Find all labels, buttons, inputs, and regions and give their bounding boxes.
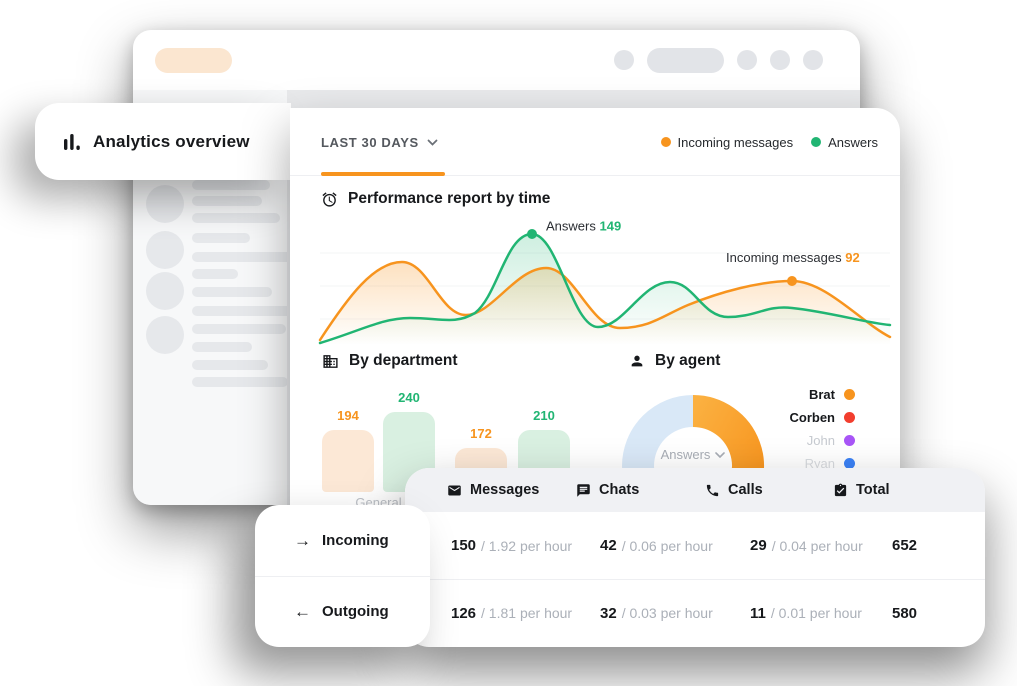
skeleton-line: [192, 324, 286, 334]
skeleton-line: [192, 180, 270, 190]
chevron-down-icon: [715, 451, 726, 458]
person-icon: [629, 353, 645, 369]
chevron-down-icon: [427, 139, 438, 146]
header-icon-placeholder: [737, 50, 757, 70]
blue-dot-icon: [844, 458, 855, 469]
purple-dot-icon: [844, 435, 855, 446]
cell-messages: 150/ 1.92 per hour: [451, 537, 573, 554]
cell-calls: 11/ 0.01 per hour: [750, 604, 862, 622]
column-total: Total: [833, 468, 890, 512]
skeleton-avatar: [146, 316, 184, 354]
tab-last-30-days[interactable]: LAST 30 DAYS: [321, 108, 438, 176]
cell-messages: 126/ 1.81 per hour: [451, 604, 573, 622]
skeleton-line: [192, 287, 272, 297]
bar-chart-icon: [63, 132, 82, 151]
tab-bar: LAST 30 DAYS Incoming messages Answers: [290, 108, 900, 176]
orange-dot-icon: [844, 389, 855, 400]
header-icon-placeholder: [803, 50, 823, 70]
green-dot-icon: [811, 137, 822, 147]
bar-value: 194: [337, 408, 359, 423]
analytics-panel: LAST 30 DAYS Incoming messages Answers: [290, 108, 900, 538]
table-row-incoming: 150/ 1.92 per hour 42/ 0.06 per hour 29/…: [405, 512, 985, 579]
arrow-right-icon: →: [294, 531, 311, 550]
cell-chats: 32/ 0.03 per hour: [600, 604, 713, 622]
skeleton-line: [192, 233, 250, 243]
skeleton-avatar: [146, 231, 184, 269]
skeleton-line: [192, 213, 280, 223]
dropdown-label: Answers: [660, 447, 711, 462]
arrow-left-icon: ←: [294, 602, 311, 621]
browser-header: [133, 30, 860, 90]
chart-legend: Incoming messages Answers: [660, 108, 878, 176]
department-section-title: By department: [322, 352, 458, 370]
legend-label: Incoming messages: [677, 134, 794, 150]
row-label-incoming: → Incoming: [294, 531, 389, 550]
active-tab-indicator: [321, 172, 445, 176]
clipboard-check-icon: [833, 483, 848, 498]
agent-legend-item[interactable]: Corben: [790, 408, 855, 427]
cell-calls: 29/ 0.04 per hour: [750, 537, 863, 554]
skeleton-line: [192, 377, 287, 387]
envelope-icon: [447, 483, 462, 498]
section-title-text: By agent: [655, 352, 721, 369]
incoming-peak-annotation: Incoming messages 92: [726, 250, 860, 265]
table-row-labels-panel: → Incoming ← Outgoing: [255, 505, 430, 647]
orange-dot-icon: [660, 137, 671, 147]
skeleton-line: [192, 360, 268, 370]
alarm-clock-icon: [321, 191, 338, 208]
skeleton-line: [192, 252, 287, 262]
agent-section-title: By agent: [629, 352, 720, 370]
building-icon: [322, 353, 339, 370]
incoming-peak-point: [787, 276, 797, 286]
bar-value: 240: [398, 390, 420, 405]
skeleton-line: [192, 342, 252, 352]
answers-peak-annotation: Answers 149: [546, 218, 622, 234]
phone-icon: [705, 483, 720, 498]
cell-total: 652: [892, 537, 918, 554]
cell-total: 580: [892, 604, 918, 622]
row-label-outgoing: ← Outgoing: [294, 602, 389, 621]
cell-chats: 42/ 0.06 per hour: [600, 537, 713, 554]
header-pill-placeholder: [647, 47, 724, 73]
answers-peak-point: [527, 229, 537, 239]
table-row-outgoing: 126/ 1.81 per hour 32/ 0.03 per hour 11/…: [405, 579, 985, 646]
tab-label: LAST 30 DAYS: [321, 134, 419, 150]
chat-icon: [576, 483, 591, 498]
bar-value: 172: [470, 426, 492, 441]
header-avatar-placeholder: [614, 50, 634, 70]
page-title: Analytics overview: [93, 131, 250, 151]
bar-incoming-general: [322, 430, 374, 492]
skeleton-line: [192, 196, 262, 206]
stats-table: Messages Chats Calls Total: [405, 468, 985, 647]
header-icon-placeholder: [770, 50, 790, 70]
answers-dropdown[interactable]: Answers: [633, 447, 753, 462]
bar-value: 210: [533, 408, 555, 423]
agent-legend-item[interactable]: John: [790, 431, 855, 450]
analytics-header: Analytics overview: [35, 103, 291, 180]
legend-incoming-messages[interactable]: Incoming messages: [660, 134, 794, 150]
section-title-text: By department: [349, 352, 458, 369]
red-dot-icon: [844, 412, 855, 423]
agent-legend-item[interactable]: Brat: [790, 385, 855, 404]
agent-legend: Brat Corben John Ryan: [790, 385, 855, 473]
legend-label: Answers: [828, 134, 878, 150]
divider: [255, 576, 430, 577]
legend-answers[interactable]: Answers: [811, 135, 878, 150]
skeleton-avatar: [146, 185, 184, 223]
logo-placeholder: [155, 47, 232, 73]
column-messages: Messages: [447, 468, 539, 512]
column-calls: Calls: [705, 468, 763, 512]
skeleton-line: [192, 306, 287, 316]
agent-legend-item[interactable]: Ryan: [790, 454, 855, 473]
table-header: Messages Chats Calls Total: [405, 468, 985, 512]
skeleton-line: [192, 269, 238, 279]
performance-line-chart: Answers 149 Incoming messages 92: [318, 219, 892, 345]
column-chats: Chats: [576, 468, 639, 512]
performance-section-title: Performance report by time: [321, 190, 550, 208]
skeleton-avatar: [146, 272, 184, 310]
section-title-text: Performance report by time: [348, 190, 551, 207]
